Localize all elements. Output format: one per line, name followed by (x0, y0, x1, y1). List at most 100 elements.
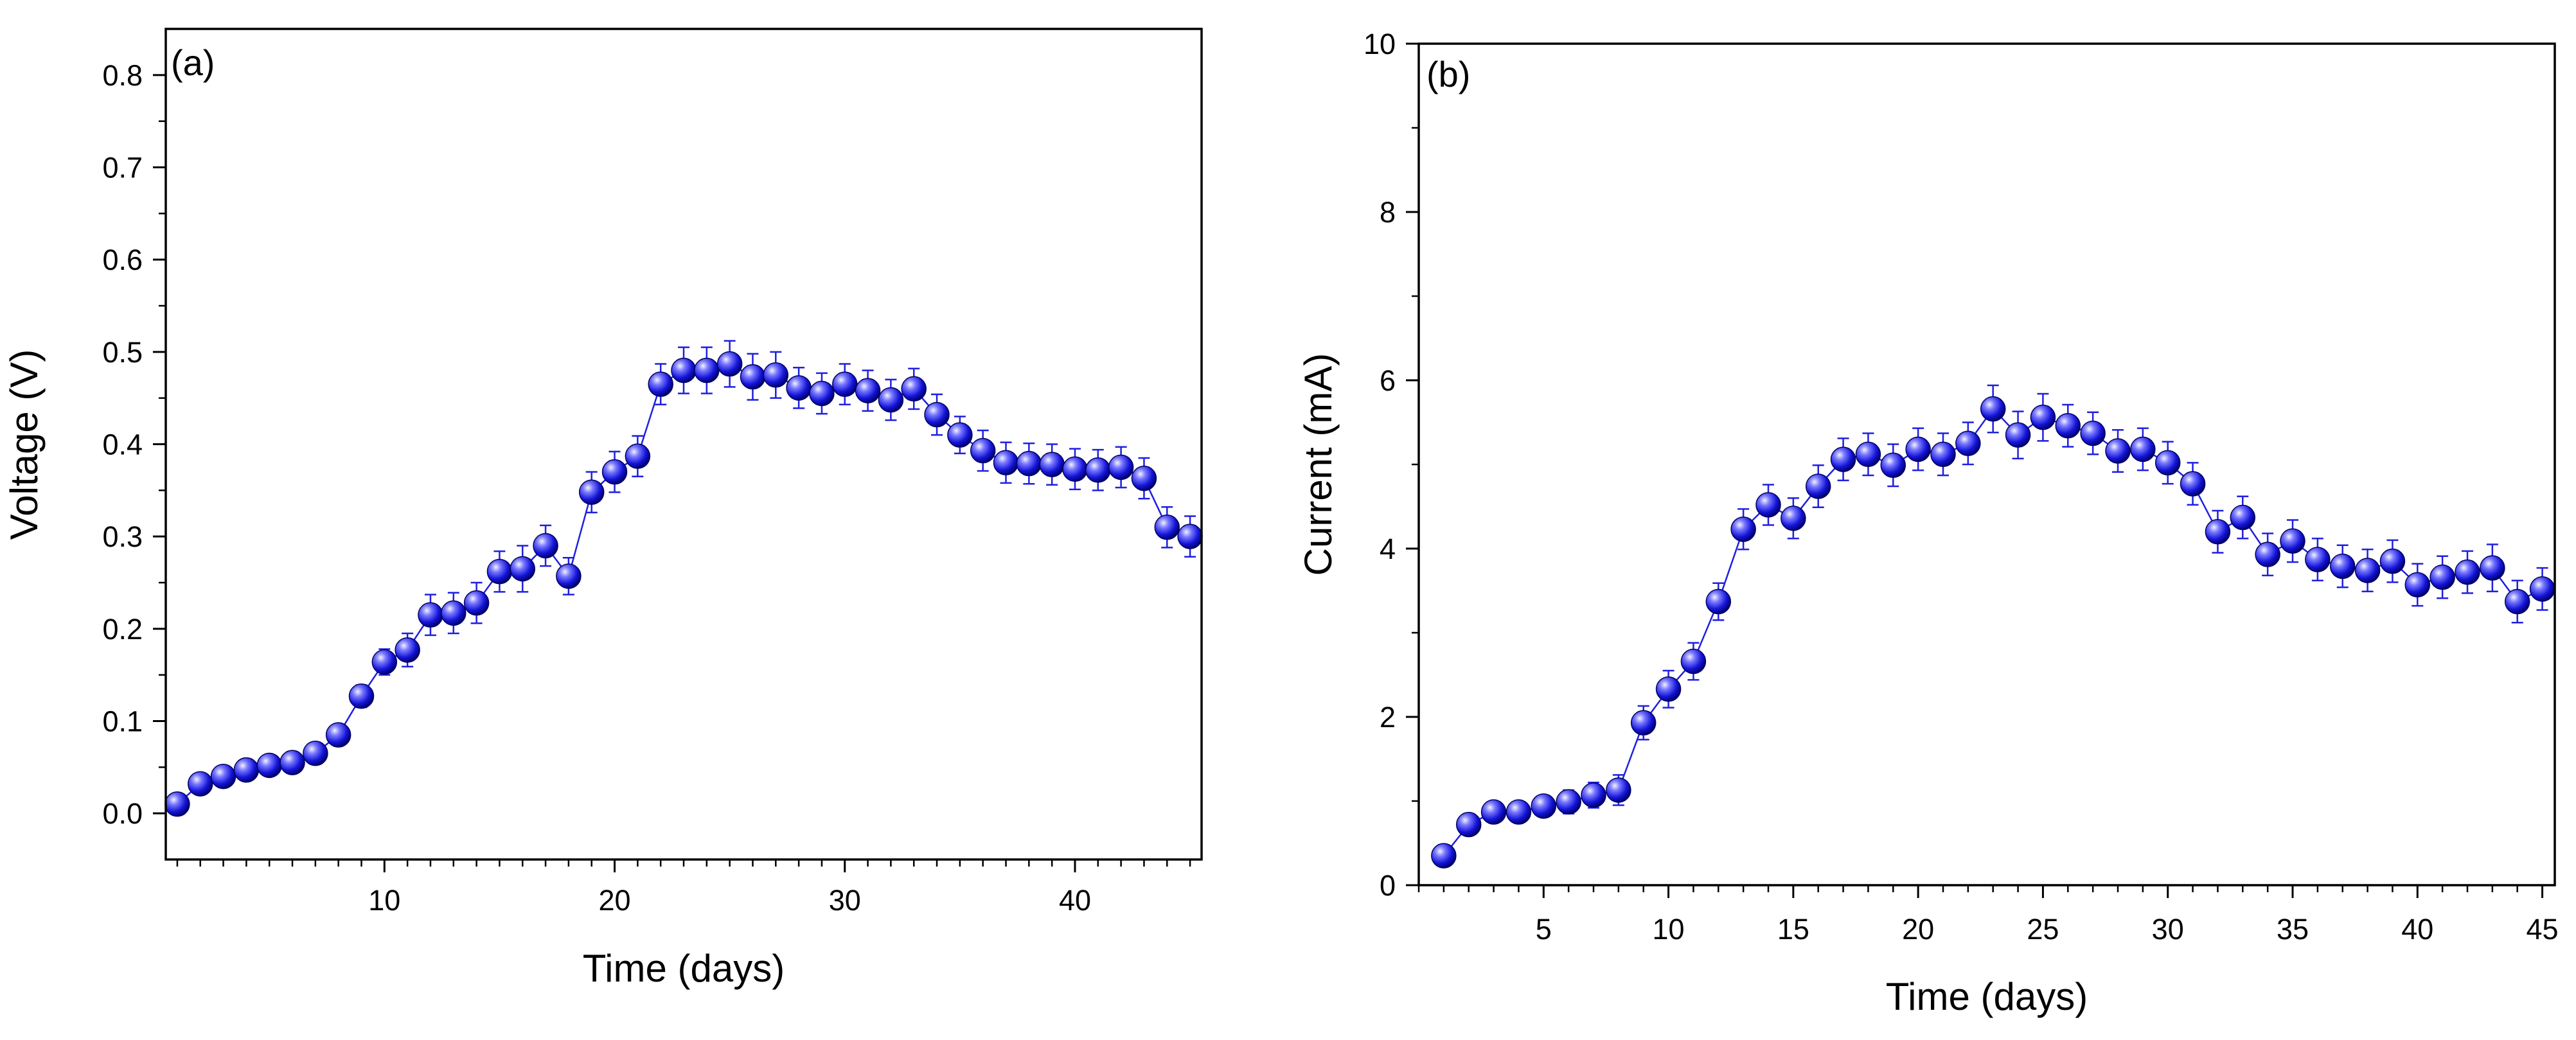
panel-a-ticks: 10 20 30 40 0.0 0.1 0.2 0.3 0.4 0.5 0.6 0.7 0.8 (102, 59, 1191, 917)
data-point (1630, 710, 1657, 736)
y-tick-label: 0.1 (102, 705, 143, 738)
data-point (1855, 441, 1881, 468)
data-point (2080, 420, 2106, 446)
data-point (1531, 793, 1557, 819)
data-point (1955, 430, 1981, 456)
y-tick-label: 0.0 (102, 797, 143, 830)
data-point (233, 757, 260, 783)
data-point (2404, 572, 2431, 598)
data-point (1016, 450, 1042, 477)
data-point (1755, 492, 1781, 518)
data-point (1108, 454, 1134, 480)
data-point (1131, 465, 1157, 491)
data-point (2480, 555, 2505, 581)
data-point (671, 357, 697, 383)
data-point (901, 376, 927, 402)
data-point (1039, 452, 1065, 477)
data-point (1506, 799, 1532, 825)
data-point (625, 443, 651, 469)
data-point (1431, 843, 1457, 868)
x-tick-label: 35 (2277, 913, 2309, 946)
data-point (348, 683, 375, 709)
y-tick-label: 0.2 (102, 613, 143, 646)
x-tick-label: 15 (1777, 913, 1809, 946)
data-point (578, 479, 605, 505)
data-point (2305, 547, 2331, 572)
data-point (2154, 450, 2181, 476)
data-point (740, 364, 766, 390)
data-point (510, 556, 535, 582)
y-tick-label: 10 (1364, 28, 1396, 60)
x-tick-label: 5 (1536, 913, 1552, 946)
data-point (1177, 524, 1203, 549)
data-point (1905, 436, 1931, 463)
data-point (716, 351, 743, 377)
x-tick-label: 30 (829, 884, 861, 917)
data-point (463, 590, 490, 616)
data-point (533, 533, 558, 559)
data-point (2354, 558, 2381, 583)
panel-b-y-axis-title: Current (mA) (1297, 353, 1340, 576)
data-point (1085, 457, 1111, 483)
data-point (1980, 396, 2006, 422)
panel-b-ticks: 5 10 15 20 25 30 35 40 45 0 2 4 6 8 10 (1364, 28, 2559, 946)
data-point (2529, 576, 2555, 602)
data-point (325, 722, 351, 748)
panel-a: 10 20 30 400.00.10.20.30.40.50.60.70.8 (a) … (3, 28, 1203, 990)
data-point (970, 437, 996, 464)
data-point (878, 387, 904, 413)
data-point (1930, 441, 1956, 468)
data-point (809, 380, 835, 407)
data-point (2055, 412, 2081, 439)
panel-b-x-axis-title: Time (days) (1886, 975, 2088, 1018)
y-tick-label: 0.7 (102, 152, 143, 184)
x-tick-label: 20 (1902, 913, 1934, 946)
data-point (648, 371, 673, 397)
x-tick-label: 10 (1653, 913, 1685, 946)
y-tick-label: 4 (1380, 533, 1396, 565)
data-point (1581, 782, 1606, 808)
data-point (2429, 564, 2455, 590)
data-point (2504, 588, 2530, 615)
data-point (2030, 404, 2056, 430)
panel-b: 5 10 15 20 25 30 35 40 45 0 2 4 6 8 10 (b) Time (days)… (1297, 28, 2559, 1018)
data-point (210, 763, 236, 789)
y-tick-label: 0.4 (102, 428, 143, 461)
data-point (1062, 456, 1088, 482)
panel-b-label: (b) (1426, 54, 1470, 94)
voltage-series (164, 340, 1203, 817)
data-point (601, 459, 628, 485)
data-point (441, 600, 466, 626)
data-point (2230, 504, 2256, 531)
data-point (1455, 811, 1482, 838)
data-point (1830, 446, 1856, 472)
y-tick-label: 0 (1380, 869, 1396, 902)
data-point (786, 375, 812, 401)
data-point (280, 750, 305, 775)
y-tick-label: 0.8 (102, 59, 143, 92)
x-tick-label: 20 (599, 884, 631, 917)
current-series (1431, 384, 2555, 868)
y-tick-label: 8 (1380, 196, 1396, 229)
data-point (1730, 516, 1756, 542)
data-point (2455, 559, 2480, 585)
data-point (1805, 473, 1831, 499)
data-point (993, 450, 1019, 475)
data-point (1154, 515, 1180, 540)
y-tick-label: 0.6 (102, 243, 143, 276)
data-point (256, 752, 282, 779)
data-point (1655, 676, 1682, 702)
data-point (2255, 542, 2280, 567)
data-point (947, 422, 973, 448)
data-point (2180, 471, 2206, 497)
data-point (1781, 506, 1806, 531)
data-point (855, 378, 881, 403)
data-point (2105, 438, 2131, 464)
data-point (486, 559, 513, 585)
data-point (371, 649, 398, 675)
data-point (303, 741, 328, 766)
data-point (1480, 799, 1507, 825)
panel-a-y-axis-title: Voltage (V) (3, 349, 46, 540)
data-point (694, 357, 720, 383)
